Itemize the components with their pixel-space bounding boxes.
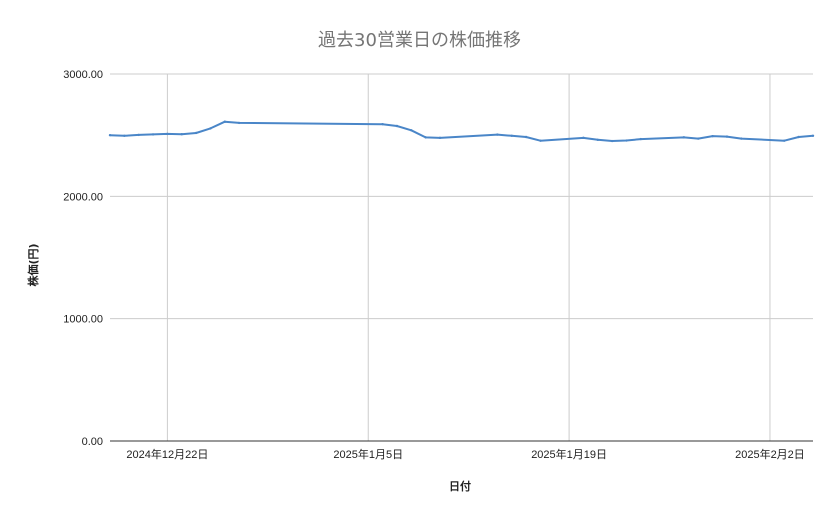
data-point <box>166 132 169 136</box>
x-tick-label: 2025年1月19日 <box>531 447 607 461</box>
x-tick-label: 2025年1月5日 <box>333 447 403 461</box>
series-layer <box>108 120 815 143</box>
data-point <box>682 136 686 139</box>
x-tick-label: 2025年2月2日 <box>735 447 805 461</box>
data-point <box>639 137 643 141</box>
data-point <box>524 135 528 139</box>
y-tick-label: 1000.00 <box>63 314 103 326</box>
grid-layer <box>110 73 813 441</box>
y-tick-label: 0.00 <box>82 436 103 448</box>
data-point <box>108 133 112 137</box>
data-point <box>711 134 714 138</box>
series-line <box>109 120 814 142</box>
data-point <box>223 120 226 123</box>
data-point <box>596 138 599 142</box>
y-tick-label: 2000.00 <box>63 191 103 203</box>
data-point <box>381 122 384 126</box>
x-axis-label: 日付 <box>449 479 471 493</box>
data-point <box>194 131 198 135</box>
y-tick-label: 3000.00 <box>63 69 103 81</box>
data-point <box>625 139 628 142</box>
data-point <box>410 129 413 132</box>
y-axis-label: 株価(円) <box>26 243 40 286</box>
data-point <box>783 139 786 142</box>
data-point <box>137 133 140 137</box>
data-point <box>740 137 743 140</box>
data-point <box>725 135 729 138</box>
data-point <box>151 133 155 136</box>
data-point <box>811 134 815 137</box>
data-point <box>123 134 126 137</box>
data-point <box>582 136 585 140</box>
data-point <box>496 133 499 136</box>
x-tick-label: 2024年12月22日 <box>126 447 208 461</box>
tick-layer: 0.00 1000.00 2000.00 3000.00 2024年12月22日 2025… <box>63 69 805 461</box>
data-point <box>797 135 800 139</box>
data-point <box>610 139 614 143</box>
data-point <box>697 137 700 140</box>
data-point <box>510 134 513 137</box>
data-point <box>438 136 442 140</box>
data-point <box>424 136 427 139</box>
data-point <box>539 139 542 142</box>
data-point <box>209 127 212 130</box>
data-point <box>395 124 399 128</box>
data-point <box>180 132 183 136</box>
data-point <box>237 121 241 125</box>
chart-title: 過去30営業日の株価推移 <box>318 30 521 51</box>
